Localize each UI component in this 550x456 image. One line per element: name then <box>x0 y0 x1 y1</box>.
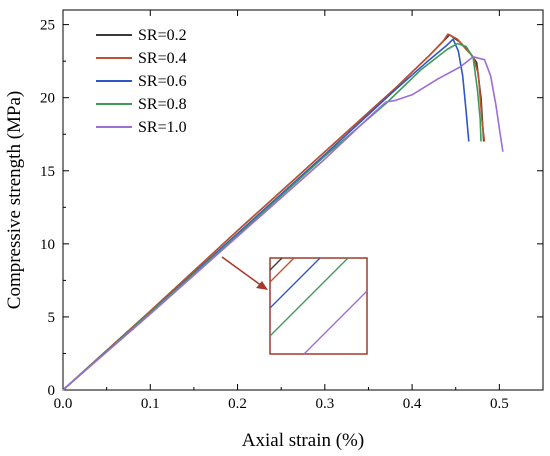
inset-line-3 <box>269 257 321 309</box>
legend-label-4: SR=0.8 <box>138 96 187 113</box>
series-line-2 <box>62 33 486 391</box>
series-lines <box>62 33 504 391</box>
inset-line-4 <box>269 257 349 337</box>
x-tick-label: 0.1 <box>141 396 160 412</box>
legend-label-5: SR=1.0 <box>138 119 187 136</box>
inset-line-1 <box>269 257 283 271</box>
plot-area <box>62 9 544 391</box>
zoom-arrow <box>221 256 263 287</box>
legend-label-2: SR=0.4 <box>138 50 187 67</box>
y-tick-label: 15 <box>40 164 55 180</box>
series-line-3 <box>62 38 470 391</box>
inset-lines <box>269 257 368 355</box>
x-tick-label: 0.5 <box>490 396 509 412</box>
y-tick-label: 20 <box>40 91 55 107</box>
legend: SR=0.2 SR=0.4 SR=0.6 SR=0.8 SR=1.0 <box>96 27 187 136</box>
x-tick-labels: 0.0 0.1 0.2 0.3 0.4 0.5 <box>54 396 509 412</box>
legend-label-1: SR=0.2 <box>138 27 187 44</box>
zoom-inset <box>221 256 368 355</box>
series-line-5 <box>62 56 504 391</box>
y-tick-label: 25 <box>40 18 55 34</box>
series-line-4 <box>62 42 482 391</box>
inset-line-5 <box>303 290 368 355</box>
y-tick-label: 10 <box>40 237 55 253</box>
axis-ticks <box>62 10 544 391</box>
y-tick-label: 0 <box>48 383 56 399</box>
x-tick-label: 0.0 <box>54 396 73 412</box>
y-tick-labels: 0 5 10 15 20 25 <box>40 18 55 399</box>
y-axis-title: Compressive strength (MPa) <box>4 91 25 309</box>
x-tick-label: 0.2 <box>228 396 247 412</box>
zoom-arrow-head <box>256 281 268 290</box>
inset-frame <box>269 257 368 355</box>
x-axis-title: Axial strain (%) <box>242 430 364 451</box>
x-tick-label: 0.4 <box>403 396 422 412</box>
y-tick-label: 5 <box>48 310 56 326</box>
inset-line-2 <box>269 257 295 283</box>
legend-label-3: SR=0.6 <box>138 73 187 90</box>
x-tick-label: 0.3 <box>315 396 334 412</box>
